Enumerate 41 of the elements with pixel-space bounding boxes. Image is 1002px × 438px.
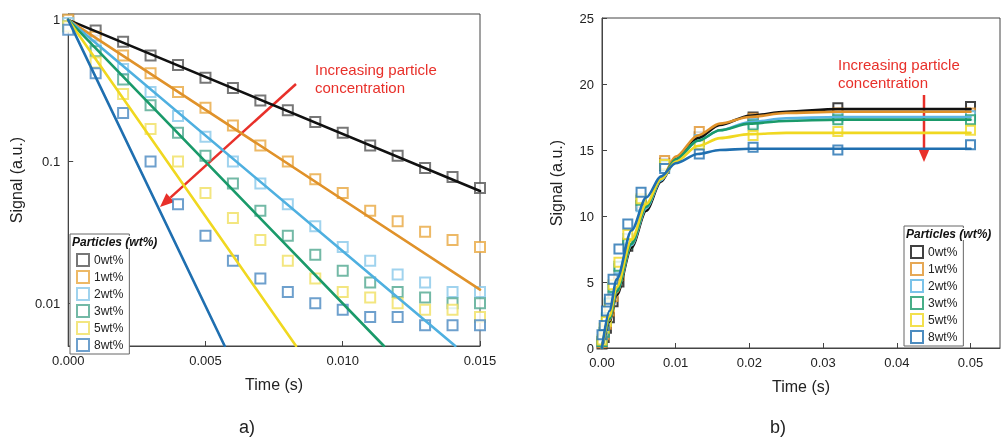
legend-label: 3wt%	[928, 296, 958, 310]
legend-label: 8wt%	[94, 338, 124, 352]
legend-label: 5wt%	[94, 321, 124, 335]
annotation: Increasing particle concentration	[838, 55, 964, 91]
y-tick-label: 1	[52, 12, 61, 28]
x-tick-label: 0.02	[736, 355, 763, 370]
x-tick-label: 0.005	[189, 353, 222, 368]
legend-title: Particles (wt%)	[72, 235, 158, 249]
legend-label: 5wt%	[928, 313, 958, 327]
x-axis-title: Time (s)	[771, 377, 831, 395]
y-tick-label: 20	[579, 76, 594, 92]
legend-label: 8wt%	[928, 330, 958, 344]
y-tick-label: 0	[586, 340, 594, 356]
y-axis-title: Signal (a.u.)	[7, 136, 25, 224]
x-tick-label: 0.04	[884, 355, 910, 370]
y-tick-label: 5	[586, 274, 594, 290]
y-tick-label: 10	[579, 208, 594, 224]
x-tick-label: 0.01	[663, 355, 689, 370]
legend-label: 2wt%	[94, 287, 124, 301]
legend-label: 3wt%	[94, 304, 124, 318]
y-tick-label: 0.1	[42, 154, 61, 170]
text: a)	[238, 417, 256, 437]
x-tick-label: 0.010	[326, 353, 360, 368]
y-tick-label: 15	[579, 142, 594, 158]
legend-label: 0wt%	[928, 245, 958, 259]
x-axis-title: Time (s)	[245, 375, 304, 393]
legend-label: 0wt%	[94, 253, 124, 267]
legend-title: Particles (wt%)	[906, 227, 992, 241]
x-tick-label: 0.03	[810, 355, 836, 370]
x-tick-label: 0.000	[51, 353, 85, 368]
annotation: Increasing particle concentration	[315, 60, 441, 96]
x-tick-label: 0.05	[957, 355, 984, 370]
legend-label: 1wt%	[928, 262, 958, 276]
x-tick-label: 0.015	[463, 353, 497, 368]
y-axis-title: Signal (a.u.)	[547, 139, 565, 227]
x-tick-label: 0.00	[589, 355, 615, 370]
y-tick-label: 0.01	[34, 295, 61, 311]
text: b)	[769, 417, 787, 437]
legend-label: 1wt%	[94, 270, 124, 284]
legend-label: 2wt%	[928, 279, 958, 293]
y-tick-label: 25	[579, 10, 594, 26]
